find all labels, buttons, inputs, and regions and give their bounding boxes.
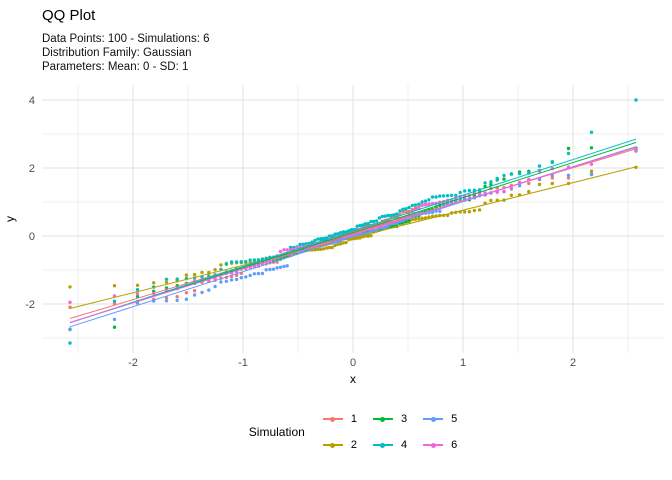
plot-subtitle: Data Points: 100 - Simulations: 6 Distri… (42, 32, 209, 74)
x-tick-label: -2 (128, 357, 138, 369)
legend-item-label: 6 (451, 439, 458, 451)
qq-line-3 (69, 142, 637, 324)
legend-item-label: 2 (350, 439, 357, 451)
legend-item-2: 2 (322, 439, 357, 451)
legend-item-label: 5 (451, 413, 458, 425)
qq-plot-canvas: -2 -1 0 1 2 -2 0 2 4 x y (3, 85, 664, 386)
legend-key-icon (423, 440, 444, 450)
qq-line-6 (69, 147, 637, 323)
legend-key-icon (372, 440, 393, 450)
legend-item-label: 4 (400, 439, 408, 451)
y-tick-label: 2 (29, 163, 35, 175)
y-tick-label: 4 (29, 95, 35, 107)
legend-item-6: 6 (423, 439, 457, 451)
legend-key-icon (322, 414, 343, 424)
legend-item-label: 1 (350, 413, 357, 425)
legend-key-icon (423, 414, 444, 424)
legend-title: Simulation (248, 425, 305, 439)
subtitle-line-3: Parameters: Mean: 0 - SD: 1 (42, 61, 189, 73)
subtitle-line-1: Data Points: 100 - Simulations: 6 (42, 33, 210, 45)
y-tick-label: -2 (25, 299, 35, 311)
legend-item-label: 3 (400, 413, 408, 425)
x-tick-label: 0 (350, 357, 356, 369)
subtitle-line-2: Distribution Family: Gaussian (42, 47, 192, 59)
y-axis-title: y (3, 216, 17, 222)
legend-grid: 1 2 3 4 5 6 (322, 413, 457, 451)
legend-key-icon (322, 440, 343, 450)
plot-title: QQ Plot (42, 7, 96, 24)
legend-item-3: 3 (372, 413, 408, 425)
x-tick-label: 1 (460, 357, 466, 369)
qq-line-2 (69, 166, 637, 309)
legend-item-5: 5 (423, 413, 457, 425)
x-tick-label: 2 (570, 357, 576, 369)
qq-line-4 (69, 138, 637, 324)
plot-header: QQ Plot Data Points: 100 - Simulations: … (42, 7, 209, 74)
legend-item-4: 4 (372, 439, 408, 451)
x-axis-title: x (350, 372, 356, 386)
legend: Simulation 1 2 3 4 5 (17, 413, 672, 451)
x-tick-label: -1 (238, 357, 248, 369)
legend-item-1: 1 (322, 413, 357, 425)
y-tick-label: 0 (29, 231, 35, 243)
legend-key-icon (372, 414, 393, 424)
